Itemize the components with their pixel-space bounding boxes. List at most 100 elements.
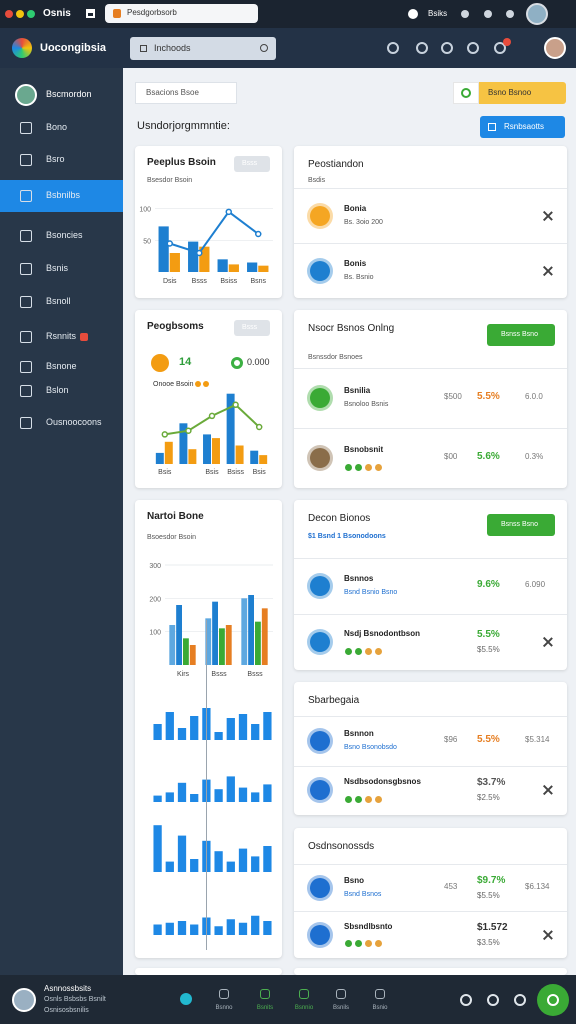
nav-item[interactable]: Bsbnilbs xyxy=(0,180,123,212)
nav-item[interactable]: Bsoncies xyxy=(0,220,123,252)
status-dot xyxy=(364,940,372,947)
row-change: 6.090 xyxy=(525,580,546,589)
divider xyxy=(206,620,207,950)
user-avatar xyxy=(526,3,548,25)
row-change: $5.314 xyxy=(525,734,550,744)
separator xyxy=(294,188,567,189)
button-text: Bsnss Bsno xyxy=(501,331,538,338)
nav-item[interactable]: Ousnoocoons xyxy=(0,407,123,439)
sidebar: Bscmordon Bono Bsro Bsbnilbs Bsoncies Bsnis Bs… xyxy=(0,68,123,975)
separator xyxy=(294,765,567,767)
card-title: Osdnsonossds xyxy=(308,841,375,852)
close-button[interactable] xyxy=(542,929,553,940)
legend-dot xyxy=(203,381,209,387)
nav-badge xyxy=(80,333,88,341)
card-button[interactable]: Bsss xyxy=(234,320,270,336)
nav-item[interactable]: Bslon xyxy=(0,375,123,407)
close-button[interactable] xyxy=(542,265,553,276)
bottom-icon xyxy=(460,994,472,1006)
card-title: Peeplus Bsoin xyxy=(147,157,216,168)
nav-label: Rsnnits xyxy=(46,331,77,341)
nav-item[interactable]: Bsnoll xyxy=(0,286,123,318)
separator xyxy=(294,864,567,865)
nav-icon xyxy=(20,296,32,308)
browser-tab[interactable]: Pesdgorbsorb xyxy=(105,4,258,23)
search-box[interactable]: Inchoods xyxy=(130,37,276,60)
close-button[interactable] xyxy=(542,637,553,647)
card-button[interactable]: Bsnss Bsno xyxy=(487,324,555,346)
button-text: Bsss xyxy=(242,324,258,331)
tab-icon xyxy=(180,993,192,1005)
user-avatar xyxy=(12,988,36,1012)
tab-glyph xyxy=(260,989,270,999)
filter-input[interactable]: Bsacions Bsoe xyxy=(135,82,237,104)
brand: Uocongibsia xyxy=(40,42,107,54)
row-icon xyxy=(307,727,333,754)
bottom-tab[interactable]: Bsnnio xyxy=(286,983,322,1019)
tab-glyph xyxy=(336,989,346,999)
tab-label: Bsnits xyxy=(256,1005,274,1011)
nav-item[interactable]: Bsnone xyxy=(0,351,123,383)
fab-button[interactable] xyxy=(537,984,569,1016)
action-button[interactable]: Rsnbsaotts xyxy=(480,116,565,138)
bottom-tab[interactable]: Bsnits xyxy=(247,983,283,1019)
bottom-tab[interactable]: Bsnils xyxy=(323,983,359,1019)
card-button[interactable]: Bsss xyxy=(234,156,270,172)
filter-text: Bsacions Bsoe xyxy=(146,88,199,97)
card-title: Sbarbegaia xyxy=(308,695,360,706)
row-sub: Bs. 3oio 200 xyxy=(344,218,383,226)
close-button[interactable] xyxy=(542,785,553,796)
site-name: Osnis xyxy=(43,8,71,19)
row-amount: 453 xyxy=(444,881,458,891)
row-rate-secondary: $2.5% xyxy=(477,793,500,803)
tab-glyph xyxy=(299,989,309,999)
nav-item[interactable]: Bono xyxy=(0,112,123,144)
header-icon xyxy=(494,42,506,54)
bottom-tab[interactable]: Bsnno xyxy=(206,983,242,1019)
header-icon xyxy=(467,42,479,54)
row-rate: 5.5% xyxy=(477,391,500,402)
card: Sbarbegaia Bsnnon Bsno Bsonobsdo $96 5.5% $5.… xyxy=(294,682,567,815)
alert-text: Bsno Bsnoo xyxy=(488,88,532,97)
status-dot xyxy=(374,940,382,947)
status-dot xyxy=(344,795,352,803)
row-rate: 5.5% xyxy=(477,629,500,640)
close-button[interactable] xyxy=(542,210,553,221)
row-change: 6.0.0 xyxy=(525,392,543,401)
page-heading: Usndorjorgmmntie: xyxy=(137,120,230,132)
bottom-bar: Asnnossbsits Osnls Bsbsbs Bsnilt Osnisosbs… xyxy=(0,975,576,1024)
row-rate-secondary: $3.5% xyxy=(477,937,500,947)
legend-text: Onooe Bsoin xyxy=(153,381,194,388)
user-detail: Osnisosbsnilis xyxy=(44,1007,89,1014)
profile-avatar xyxy=(15,84,37,106)
separator xyxy=(294,716,567,717)
card-link: $1 Bsnd 1 Bsonodoons xyxy=(308,533,386,540)
status-dot xyxy=(374,647,382,655)
status-dot xyxy=(354,940,362,947)
card-subtitle: Bsesdor Bsoin xyxy=(147,177,193,184)
status-dot xyxy=(364,795,372,803)
row-name: Bsnnon xyxy=(344,728,374,738)
toolbar-icon xyxy=(461,10,469,18)
row-name: Nsdj Bsnodontbson xyxy=(344,629,420,638)
nav-icon xyxy=(20,361,32,373)
bottom-tab[interactable]: Bsnio xyxy=(362,983,398,1019)
separator xyxy=(294,368,567,369)
nav-item[interactable]: Rsnnits xyxy=(0,321,123,353)
status-dot xyxy=(344,940,352,947)
bottom-icon xyxy=(487,994,499,1006)
status-dot xyxy=(354,647,362,655)
toolbar-icon xyxy=(506,10,514,18)
row-icon xyxy=(307,445,333,471)
tab-icon xyxy=(113,9,121,18)
card-button[interactable]: Bsnss Bsno xyxy=(487,514,555,536)
nav-item[interactable]: Bsnis xyxy=(0,253,123,285)
legend-dot xyxy=(195,381,201,387)
row-sub: Bs. Bsnio xyxy=(344,273,374,281)
card: Peostiandon Bsdis Bonia Bs. 3oio 200 Bonis Bs… xyxy=(294,146,567,298)
alert-banner[interactable]: Bsno Bsnoo xyxy=(453,82,566,104)
row-amount: $96 xyxy=(444,734,458,744)
nav-item[interactable]: Bsro xyxy=(0,144,123,176)
separator xyxy=(294,614,567,615)
